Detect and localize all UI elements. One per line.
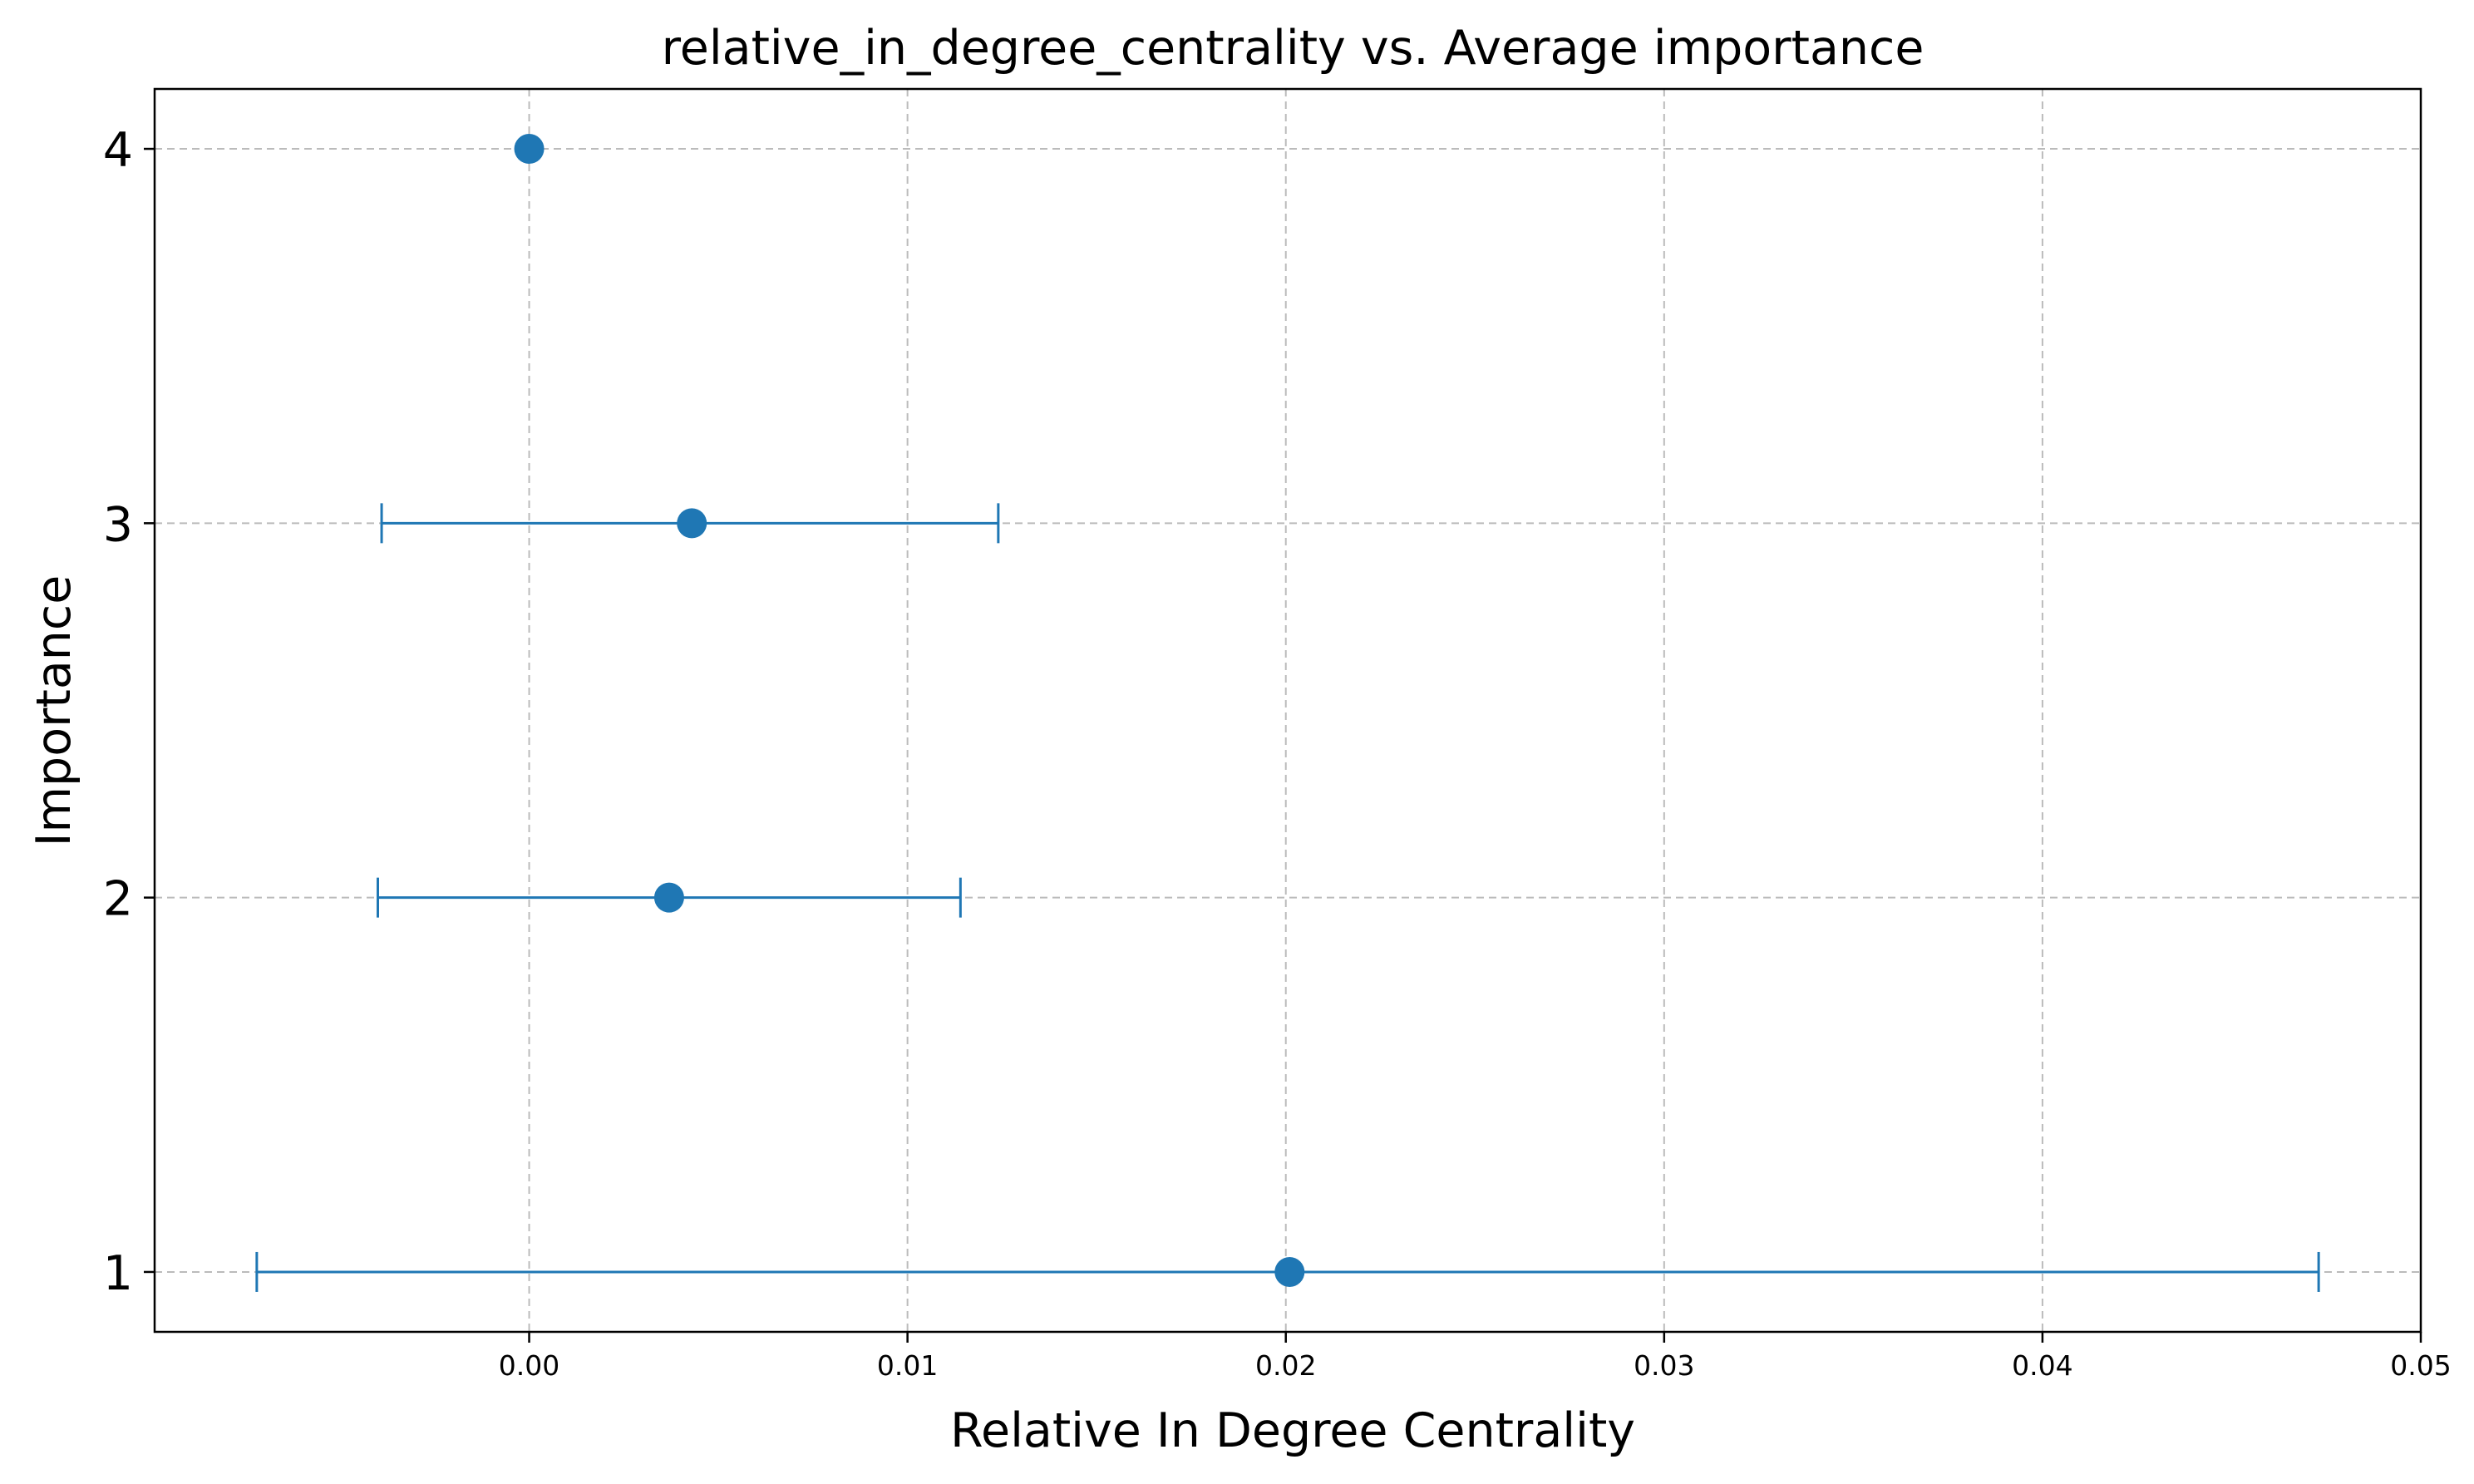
x-tick-label: 0.01 bbox=[877, 1349, 938, 1382]
data-point bbox=[1274, 1256, 1305, 1287]
y-tick-label: 3 bbox=[103, 497, 133, 552]
chart-title: relative_in_degree_centrality vs. Averag… bbox=[662, 21, 1924, 76]
data-point bbox=[677, 508, 707, 539]
ticks-layer: 0.00 0.01 0.02 0.03 0.04 0.05 1 2 3 4 bbox=[103, 123, 2452, 1382]
plot-frame bbox=[153, 87, 2422, 1334]
y-tick-label: 1 bbox=[103, 1246, 133, 1301]
y-tick-label: 2 bbox=[103, 872, 133, 927]
x-tick-label: 0.02 bbox=[1255, 1349, 1316, 1382]
data-point bbox=[514, 134, 545, 165]
x-tick-label: 0.00 bbox=[499, 1349, 559, 1382]
y-tick-label: 4 bbox=[103, 123, 133, 178]
x-tick-label: 0.05 bbox=[2390, 1349, 2451, 1382]
y-axis-label: Importance bbox=[27, 575, 81, 847]
data-layer bbox=[255, 134, 2320, 1292]
data-point bbox=[653, 882, 684, 913]
x-tick-label: 0.03 bbox=[1634, 1349, 1694, 1382]
x-axis-label: Relative In Degree Centrality bbox=[950, 1403, 1635, 1458]
x-tick-label: 0.04 bbox=[2012, 1349, 2072, 1382]
